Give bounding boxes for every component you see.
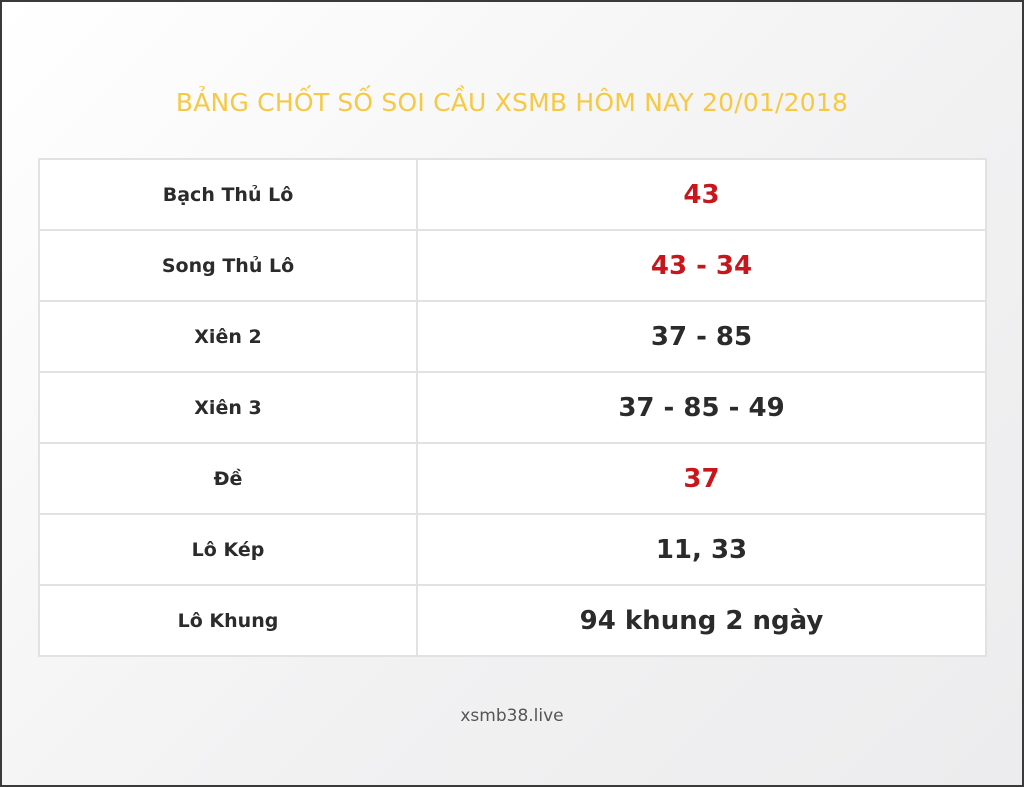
- row-value: 37: [416, 442, 987, 515]
- row-label: Song Thủ Lô: [38, 229, 418, 302]
- row-value: 43 - 34: [416, 229, 987, 302]
- table-row: Đề 37: [38, 442, 987, 515]
- row-value: 11, 33: [416, 513, 987, 586]
- row-value: 94 khung 2 ngày: [416, 584, 987, 657]
- row-label: Lô Kép: [38, 513, 418, 586]
- row-label: Bạch Thủ Lô: [38, 158, 418, 231]
- footer-site-name: xsmb38.live: [460, 706, 564, 726]
- row-value: 43: [416, 158, 987, 231]
- row-label: Xiên 3: [38, 371, 418, 444]
- table-row: Xiên 3 37 - 85 - 49: [38, 371, 987, 444]
- page-title: BẢNG CHỐT SỐ SOI CẦU XSMB HÔM NAY 20/01/…: [175, 88, 849, 117]
- row-value: 37 - 85: [416, 300, 987, 373]
- table-row: Xiên 2 37 - 85: [38, 300, 987, 373]
- table-row: Lô Khung 94 khung 2 ngày: [38, 584, 987, 657]
- row-label: Xiên 2: [38, 300, 418, 373]
- row-label: Đề: [38, 442, 418, 515]
- row-value: 37 - 85 - 49: [416, 371, 987, 444]
- table-row: Lô Kép 11, 33: [38, 513, 987, 586]
- table-row: Song Thủ Lô 43 - 34: [38, 229, 987, 302]
- table-row: Bạch Thủ Lô 43: [38, 158, 987, 231]
- row-label: Lô Khung: [38, 584, 418, 657]
